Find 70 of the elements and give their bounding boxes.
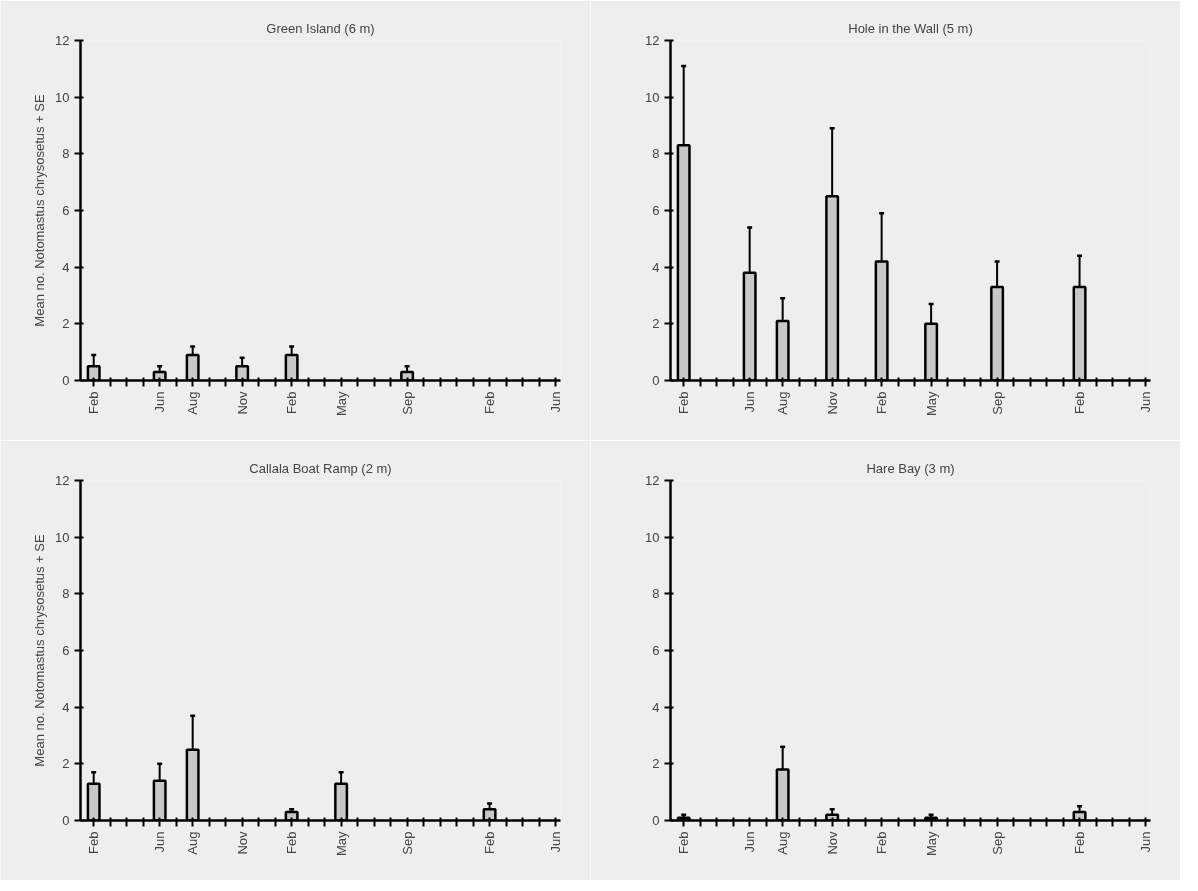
y-tick-label: 0 <box>62 373 70 388</box>
x-tick-label: Jun <box>152 831 168 853</box>
x-tick-label: Aug <box>185 391 201 415</box>
x-tick-label: Aug <box>185 831 201 855</box>
x-tick-label: Nov <box>234 391 250 415</box>
y-tick-label: 0 <box>62 813 70 828</box>
y-tick-label: 12 <box>645 33 660 48</box>
y-tick-label: 2 <box>652 316 660 332</box>
x-tick-label: Jun <box>548 831 564 853</box>
y-tick-label: 4 <box>652 259 660 275</box>
x-tick-label: Jun <box>548 391 564 413</box>
chart-title: Hare Bay (3 m) <box>866 460 955 476</box>
x-tick-label: Sep <box>989 831 1005 855</box>
y-tick-label: 8 <box>652 586 660 602</box>
y-tick-label: 2 <box>62 756 70 772</box>
x-tick-label: Sep <box>399 391 415 415</box>
y-tick-label: 10 <box>645 89 660 105</box>
y-tick-label: 4 <box>62 699 70 715</box>
x-tick-label: Feb <box>86 391 102 414</box>
x-tick-label: Nov <box>824 391 840 415</box>
y-tick-label: 12 <box>55 473 70 488</box>
x-tick-label: Feb <box>874 831 890 854</box>
x-tick-label: Aug <box>775 831 791 855</box>
y-tick-label: 10 <box>55 529 70 545</box>
y-tick-label: 8 <box>62 586 70 602</box>
y-tick-label: 0 <box>652 813 660 828</box>
y-tick-label: 4 <box>62 259 70 275</box>
y-tick-label: 6 <box>652 643 660 658</box>
x-tick-label: Nov <box>234 831 250 855</box>
y-tick-label: 12 <box>645 473 660 488</box>
y-tick-label: 10 <box>645 529 660 545</box>
x-tick-label: Jun <box>742 391 758 413</box>
x-tick-label: May <box>333 391 349 417</box>
x-tick-label: Feb <box>676 391 692 414</box>
y-tick-label: 0 <box>652 373 660 388</box>
x-tick-label: Sep <box>399 831 415 855</box>
x-tick-label: Feb <box>676 831 692 854</box>
y-tick-label: 8 <box>62 146 70 162</box>
x-tick-label: Feb <box>1072 391 1088 414</box>
x-tick-label: May <box>923 831 939 857</box>
y-tick-label: 6 <box>652 203 660 218</box>
x-tick-label: Sep <box>989 391 1005 415</box>
y-axis-title: Mean no. Notomastus chrysosetus + SE <box>32 534 48 767</box>
x-tick-label: Feb <box>284 391 300 414</box>
x-tick-label: Feb <box>874 391 890 414</box>
x-tick-label: Feb <box>1072 831 1088 854</box>
x-tick-label: Jun <box>742 831 758 853</box>
x-tick-label: Feb <box>482 831 498 854</box>
x-tick-label: Jun <box>1138 391 1154 413</box>
x-tick-label: Feb <box>284 831 300 854</box>
y-tick-label: 10 <box>55 89 70 105</box>
chart-title: Green Island (6 m) <box>266 20 375 36</box>
y-tick-label: 6 <box>62 643 70 658</box>
x-tick-label: Jun <box>152 391 168 413</box>
y-tick-label: 12 <box>55 33 70 48</box>
y-tick-label: 8 <box>652 146 660 162</box>
x-tick-label: Nov <box>824 831 840 855</box>
y-axis-title: Mean no. Notomastus chrysosetus + SE <box>32 94 48 327</box>
y-tick-label: 4 <box>652 699 660 715</box>
x-tick-label: Aug <box>775 391 791 415</box>
x-tick-label: May <box>333 831 349 857</box>
x-tick-label: Feb <box>86 831 102 854</box>
y-tick-label: 2 <box>652 756 660 772</box>
chart-title: Callala Boat Ramp (2 m) <box>249 460 392 476</box>
x-tick-label: May <box>923 391 939 417</box>
x-tick-label: Feb <box>482 391 498 414</box>
chart-title: Hole in the Wall (5 m) <box>848 20 973 36</box>
x-tick-label: Jun <box>1138 831 1154 853</box>
y-tick-label: 2 <box>62 316 70 332</box>
y-tick-label: 6 <box>62 203 70 218</box>
